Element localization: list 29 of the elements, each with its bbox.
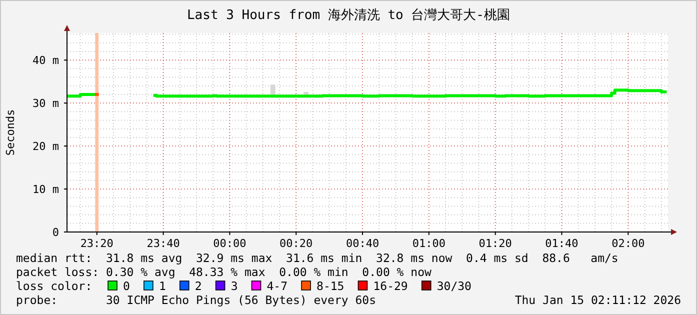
legend-label: 0 — [123, 279, 130, 293]
x-tick-label: 01:40 — [545, 237, 578, 250]
x-tick-label: 00:00 — [213, 237, 246, 250]
y-tick-label: 20 m — [32, 140, 60, 154]
legend-label: 8-15 — [316, 279, 344, 293]
legend-label: 16-29 — [373, 279, 408, 293]
y-tick-label: 30 m — [32, 97, 60, 110]
text: median rtt: 31.8 ms avg 32.9 ms max 31.6 ms min 32.8 ms now 0.4 ms sd 88.6 am/s — [16, 251, 618, 265]
legend-label: 2 — [194, 279, 202, 293]
legend-label: 3 — [230, 279, 238, 293]
legend-label: 30/30 — [436, 279, 472, 293]
x-tick-label: 23:40 — [146, 237, 180, 250]
text: Thu Jan 15 02:11:12 2026 — [514, 293, 682, 307]
y-tick-label: 10 m — [32, 183, 60, 196]
legend-label: 1 — [158, 279, 166, 293]
x-tick-label: 23:20 — [80, 237, 114, 250]
x-tick-label: 00:40 — [346, 237, 380, 250]
text: packet loss: 0.30 % avg 48.33 % max 0.00 % min 0.00 % now — [16, 265, 432, 279]
legend-label: 4-7 — [266, 279, 288, 293]
y-axis-title: Seconds — [4, 109, 17, 156]
y-tick-label: 40 m — [32, 54, 60, 68]
x-tick-label: 01:00 — [412, 237, 446, 250]
x-tick-label: 01:20 — [478, 237, 512, 250]
legend-title: loss color: — [16, 279, 92, 293]
x-tick-label: 00:20 — [280, 237, 313, 250]
x-tick-label: 02:00 — [612, 237, 645, 250]
chart-title: Last 3 Hours from 海外清洗 to 台灣大哥大-桃園 — [186, 8, 510, 23]
y-tick-label: 0 — [52, 226, 59, 239]
text: probe: 30 ICMP Echo Pings (56 Bytes) every 60s — [16, 293, 376, 307]
